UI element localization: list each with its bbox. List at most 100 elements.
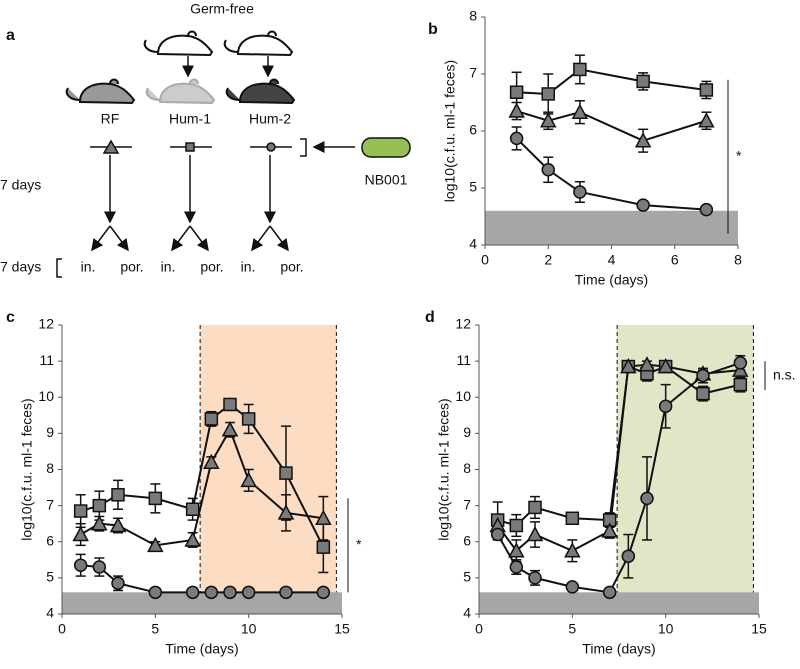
chart: c 4 5 6 7 8 9 10 11 12 0 5 10 15 Time (days) log10(c.f.… xyxy=(6,309,362,656)
strain-icon xyxy=(361,137,411,158)
significance-label: n.s. xyxy=(773,366,796,382)
marker xyxy=(528,500,542,515)
x-tick-label: 4 xyxy=(608,252,616,268)
panel-label: c xyxy=(6,309,15,326)
marker xyxy=(241,412,256,426)
marker xyxy=(573,62,587,77)
x-axis-label: Time (days) xyxy=(582,641,655,657)
x-tick-label: 10 xyxy=(241,621,257,637)
legend-marker xyxy=(185,142,195,152)
mouse-icon xyxy=(65,78,135,104)
arrow xyxy=(251,225,271,252)
legend-marker xyxy=(266,142,276,152)
marker xyxy=(620,357,637,374)
mouse-icon xyxy=(145,78,215,104)
significance-label: * xyxy=(356,536,362,552)
y-tick-label: 10 xyxy=(455,388,471,404)
marker xyxy=(602,585,617,600)
marker xyxy=(539,112,557,128)
marker xyxy=(148,585,163,600)
marker xyxy=(279,585,293,600)
marker xyxy=(526,525,544,542)
y-tick-label: 11 xyxy=(39,352,54,368)
y-axis-label: log10(c.f.u. ml-1 feces) xyxy=(436,398,452,540)
x-tick-label: 10 xyxy=(658,621,674,637)
group-label: Hum-2 xyxy=(249,111,291,127)
duration-label: 7 days xyxy=(0,177,41,193)
marker xyxy=(204,585,219,600)
arrow xyxy=(171,225,191,252)
bracket xyxy=(300,138,307,157)
series-line xyxy=(80,564,324,594)
marker xyxy=(634,132,652,148)
marker xyxy=(316,540,331,554)
route-label: in. xyxy=(81,259,96,275)
marker xyxy=(571,103,589,119)
marker xyxy=(509,131,524,146)
marker xyxy=(73,558,88,572)
y-tick-label: 7 xyxy=(469,65,477,81)
series-line xyxy=(80,403,325,548)
y-tick-label: 7 xyxy=(463,496,471,512)
y-tick-label: 5 xyxy=(463,569,471,585)
y-axis-label: log10(c.f.u. ml-1 feces) xyxy=(19,398,35,540)
marker xyxy=(699,83,714,97)
marker xyxy=(109,516,127,533)
y-tick-label: 8 xyxy=(463,460,471,476)
marker xyxy=(698,112,715,128)
x-tick-label: 5 xyxy=(151,621,159,637)
marker xyxy=(696,368,710,383)
marker xyxy=(279,466,293,480)
marker xyxy=(541,87,555,101)
panel-label: d xyxy=(425,309,435,326)
route-label: por. xyxy=(280,259,303,275)
panel-a: a Germ-free RF Hum-1 Hum-2 NB001 7 days … xyxy=(0,1,411,278)
marker xyxy=(185,585,200,600)
y-tick-label: 12 xyxy=(455,316,471,332)
marker xyxy=(541,163,555,177)
arrow xyxy=(269,225,289,252)
marker xyxy=(92,560,107,574)
x-axis-label: Time (days) xyxy=(165,641,238,657)
marker xyxy=(315,509,332,526)
marker xyxy=(733,377,748,392)
y-tick-label: 8 xyxy=(469,8,477,24)
marker xyxy=(111,488,125,502)
marker xyxy=(221,421,239,437)
marker xyxy=(111,576,125,591)
y-tick-label: 5 xyxy=(46,569,54,585)
marker xyxy=(565,580,580,594)
x-tick-label: 0 xyxy=(475,621,483,637)
marker xyxy=(240,471,257,488)
chart: d 4 5 6 7 8 9 10 11 12 0 5 10 15 Time (days) log10(c.f.… xyxy=(425,309,796,656)
series-line xyxy=(80,427,324,547)
marker xyxy=(91,515,108,531)
marker xyxy=(509,560,524,574)
strain-label: NB001 xyxy=(365,172,408,188)
route-label: in. xyxy=(161,259,176,275)
x-tick-label: 8 xyxy=(734,252,742,268)
panel-label: b xyxy=(428,21,438,38)
mouse-icon xyxy=(143,30,213,56)
marker xyxy=(72,525,89,542)
series-line xyxy=(496,361,741,594)
y-tick-label: 4 xyxy=(469,236,477,252)
x-tick-label: 5 xyxy=(568,621,576,637)
y-tick-label: 6 xyxy=(46,532,54,548)
marker xyxy=(490,527,505,542)
marker xyxy=(508,102,525,118)
x-tick-label: 2 xyxy=(544,252,552,268)
arrow xyxy=(91,225,111,252)
group-label: Hum-1 xyxy=(169,111,211,127)
mouse-icon xyxy=(223,30,293,56)
marker xyxy=(223,397,237,412)
bracket xyxy=(56,258,62,278)
marker xyxy=(203,453,220,470)
x-tick-label: 0 xyxy=(58,621,66,637)
route-label: in. xyxy=(241,259,256,275)
marker xyxy=(73,504,88,518)
detection-limit-band xyxy=(485,210,738,245)
shaded-period xyxy=(200,325,337,614)
y-tick-label: 10 xyxy=(38,388,54,404)
y-tick-label: 5 xyxy=(469,179,477,195)
